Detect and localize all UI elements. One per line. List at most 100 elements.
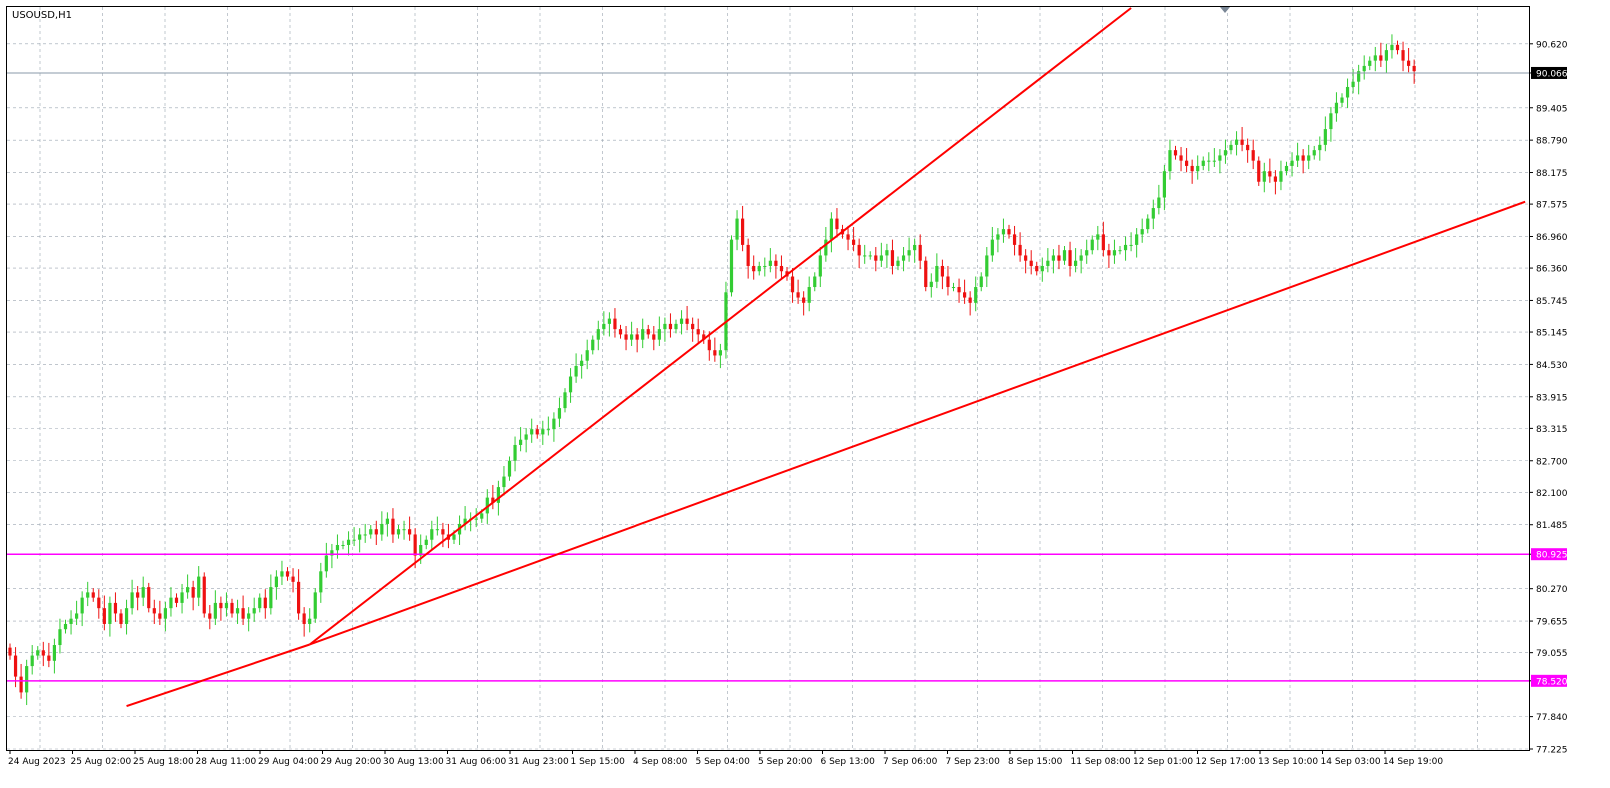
candle-bull bbox=[80, 597, 84, 614]
candle-bear bbox=[1251, 150, 1255, 161]
candle-bear bbox=[97, 597, 101, 609]
candle-bull bbox=[1229, 144, 1233, 151]
candle-bull bbox=[1212, 160, 1216, 162]
price-tick-label: 78.520 bbox=[1536, 677, 1568, 687]
candle-bull bbox=[907, 250, 911, 256]
candle-bull bbox=[1373, 55, 1377, 61]
candle-bear bbox=[174, 597, 179, 603]
time-tick-label: 12 Sep 17:00 bbox=[1196, 757, 1256, 767]
candle-bull bbox=[530, 429, 534, 435]
candle-bull bbox=[524, 434, 528, 440]
candle-bear bbox=[241, 608, 245, 619]
candle-bull bbox=[1207, 160, 1211, 162]
candle-bear bbox=[191, 587, 195, 598]
candle-bull bbox=[1345, 86, 1350, 98]
candle-bull bbox=[519, 439, 523, 445]
candle-bear bbox=[230, 602, 234, 614]
price-tick-label: 86.360 bbox=[1536, 265, 1568, 275]
candle-bull bbox=[1312, 150, 1316, 156]
candle-bull bbox=[330, 550, 334, 556]
candle-bear bbox=[91, 592, 95, 598]
candle-bear bbox=[1007, 229, 1011, 235]
candle-bear bbox=[702, 334, 706, 340]
candle-bull bbox=[163, 608, 167, 619]
candle-bear bbox=[924, 260, 928, 288]
candle-bull bbox=[25, 666, 29, 693]
candle-bull bbox=[385, 518, 389, 524]
candle-bull bbox=[663, 323, 667, 330]
candle-bear bbox=[1379, 55, 1383, 61]
plot-area[interactable] bbox=[6, 6, 1530, 751]
candle-bear bbox=[119, 613, 123, 624]
candle-bear bbox=[8, 647, 12, 656]
candle-bear bbox=[113, 602, 118, 614]
candle-bull bbox=[807, 287, 811, 303]
candle-bear bbox=[685, 318, 689, 324]
candle-bull bbox=[308, 618, 312, 624]
candle-bear bbox=[968, 297, 972, 303]
candle-bear bbox=[158, 613, 162, 619]
time-tick-label: 28 Aug 11:00 bbox=[196, 757, 257, 767]
candle-bear bbox=[1190, 165, 1194, 172]
candle-bull bbox=[818, 255, 822, 277]
candle-bull bbox=[419, 544, 423, 556]
candle-bull bbox=[1196, 165, 1200, 172]
candle-bear bbox=[852, 239, 856, 245]
candle-bull bbox=[557, 408, 562, 419]
candle-bear bbox=[408, 529, 412, 535]
candle-bull bbox=[768, 260, 772, 266]
candle-bear bbox=[613, 318, 617, 330]
trendlines[interactable] bbox=[126, 7, 1526, 708]
candle-bear bbox=[746, 244, 750, 266]
candle-bull bbox=[252, 608, 256, 614]
time-tick-label: 31 Aug 06:00 bbox=[446, 757, 507, 767]
candle-bear bbox=[413, 534, 417, 556]
time-axis[interactable]: 24 Aug 2023 25 Aug 02:00 25 Aug 18:00 28 Au… bbox=[8, 750, 1443, 767]
time-tick-label: 7 Sep 06:00 bbox=[883, 757, 938, 767]
candle-bear bbox=[102, 608, 106, 624]
price-tag bbox=[1531, 66, 1567, 79]
candle-bear bbox=[1246, 144, 1250, 151]
candle-bull bbox=[996, 234, 1000, 240]
candle-bear bbox=[796, 292, 800, 298]
candle-bull bbox=[124, 608, 129, 624]
price-tick-label: 85.745 bbox=[1536, 297, 1568, 307]
candle-bull bbox=[1151, 208, 1155, 219]
candle-bull bbox=[1362, 65, 1366, 72]
shift-marker-icon[interactable] bbox=[1220, 7, 1230, 13]
candle-bear bbox=[263, 597, 267, 609]
price-tick-label: 82.700 bbox=[1536, 457, 1568, 467]
candle-bear bbox=[890, 250, 895, 266]
candle-bull bbox=[1123, 244, 1128, 251]
candle-bull bbox=[52, 645, 56, 661]
candle-bull bbox=[463, 518, 467, 524]
price-tick-label: 90.620 bbox=[1536, 40, 1568, 50]
candle-bull bbox=[901, 255, 906, 261]
candle-bull bbox=[585, 350, 589, 361]
candle-bear bbox=[624, 334, 628, 340]
horizontal-levels[interactable] bbox=[7, 72, 1529, 682]
candle-bear bbox=[1301, 155, 1305, 161]
candle-bull bbox=[630, 334, 634, 340]
candle-bull bbox=[1162, 171, 1166, 198]
price-tick-label: 79.055 bbox=[1536, 649, 1568, 659]
candle-bear bbox=[779, 265, 784, 272]
trendline bbox=[309, 200, 1526, 646]
candle-bear bbox=[535, 429, 539, 435]
time-tick-label: 24 Aug 2023 bbox=[8, 757, 66, 767]
candle-bull bbox=[574, 365, 578, 377]
candle-bull bbox=[258, 597, 262, 609]
candle-bear bbox=[147, 587, 151, 609]
price-axis[interactable]: 90.620 90.066 89.405 88.790 88.175 87.575 86.9… bbox=[1529, 40, 1568, 756]
candle-bull bbox=[813, 276, 817, 288]
candle-bull bbox=[69, 618, 73, 624]
price-tick-label: 83.315 bbox=[1536, 425, 1568, 435]
candle-bear bbox=[618, 329, 623, 335]
candle-bull bbox=[896, 260, 900, 266]
candle-bull bbox=[1129, 244, 1133, 246]
candle-bull bbox=[563, 392, 567, 409]
price-tick-label: 80.925 bbox=[1536, 551, 1568, 561]
candle-bull bbox=[568, 376, 573, 393]
